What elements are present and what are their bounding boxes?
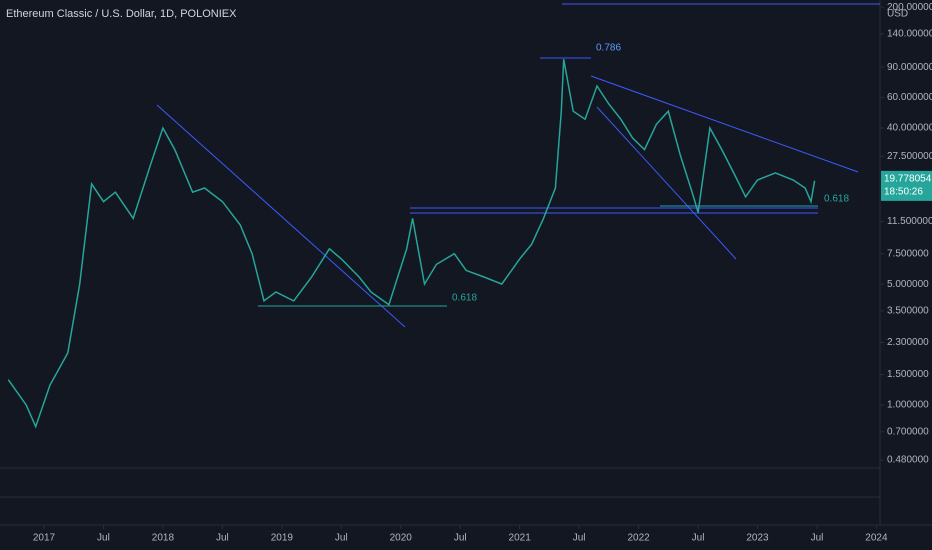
x-tick-label: Jul [97, 533, 110, 544]
x-tick-label: Jul [573, 533, 586, 544]
y-tick-label: 90.000000 [887, 62, 932, 73]
y-tick-label: 200.000000 [887, 2, 932, 13]
y-tick-label: 5.000000 [887, 279, 929, 290]
x-tick-label: 2017 [33, 533, 56, 544]
x-tick-label: 2024 [865, 533, 888, 544]
y-tick-label: 0.480000 [887, 455, 929, 466]
trendline [590, 75, 859, 173]
y-tick-label: 3.500000 [887, 306, 929, 317]
fib-label: 0.618 [824, 194, 849, 205]
price-scale [880, 0, 932, 550]
x-tick-label: 2020 [390, 533, 413, 544]
drawings [156, 3, 880, 328]
x-tick-label: Jul [454, 533, 467, 544]
y-tick-label: 11.500000 [887, 216, 932, 227]
y-tick-label: 27.500000 [887, 151, 932, 162]
x-tick-label: 2022 [627, 533, 650, 544]
x-tick-label: 2019 [271, 533, 294, 544]
x-tick-label: 2021 [509, 533, 532, 544]
x-tick-label: Jul [692, 533, 705, 544]
y-tick-label: 60.000000 [887, 92, 932, 103]
y-tick-label: 40.000000 [887, 123, 932, 134]
x-tick-label: Jul [811, 533, 824, 544]
currency: USD [887, 9, 908, 20]
x-tick-label: Jul [216, 533, 229, 544]
x-tick-label: 2023 [746, 533, 769, 544]
fib-label: 0.786 [596, 43, 621, 54]
price-tag [881, 170, 932, 201]
fib-label: 0.618 [452, 293, 477, 304]
x-tick-label: 2018 [152, 533, 175, 544]
price-tag-value: 19.778054 [884, 174, 932, 185]
y-tick-label: 0.700000 [887, 426, 929, 437]
price-line [7, 59, 816, 429]
y-tick-label: 7.500000 [887, 248, 929, 259]
trendline [156, 104, 406, 328]
y-tick-label: 140.000000 [887, 29, 932, 40]
chart-title: Ethereum Classic / U.S. Dollar, 1D, POLO… [6, 8, 237, 20]
y-tick-label: 2.300000 [887, 337, 929, 348]
countdown: 18:50:26 [884, 187, 923, 198]
x-tick-label: Jul [335, 533, 348, 544]
y-tick-label: 1.500000 [887, 369, 929, 380]
y-tick-label: 1.000000 [887, 400, 929, 411]
trendline [596, 106, 737, 260]
